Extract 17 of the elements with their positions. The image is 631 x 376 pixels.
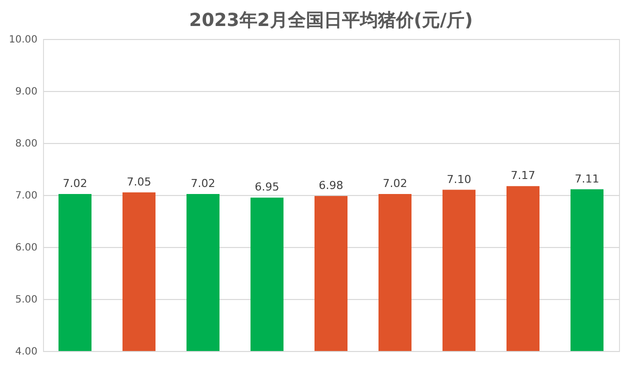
data-label: 7.10 [446,172,472,186]
data-label: 6.98 [318,179,344,192]
data-label: 7.11 [574,172,600,186]
y-tick-label: 7.00 [15,190,38,202]
y-tick-label: 10.00 [8,34,38,46]
data-label: 7.17 [510,169,536,182]
y-tick-label: 8.00 [15,138,38,150]
y-tick-label: 9.00 [15,86,38,98]
y-tick-label: 5.00 [15,294,38,306]
data-label: 7.02 [62,176,88,190]
y-tick-label: 4.00 [15,346,38,358]
chart-title: 2023年2月全国日平均猪价(元/斤) [189,10,473,31]
y-tick-label: 6.00 [15,242,38,254]
data-label: 7.02 [382,176,408,190]
data-label: 7.02 [190,176,216,190]
data-label: 7.05 [126,175,152,188]
data-label: 6.95 [254,180,280,194]
